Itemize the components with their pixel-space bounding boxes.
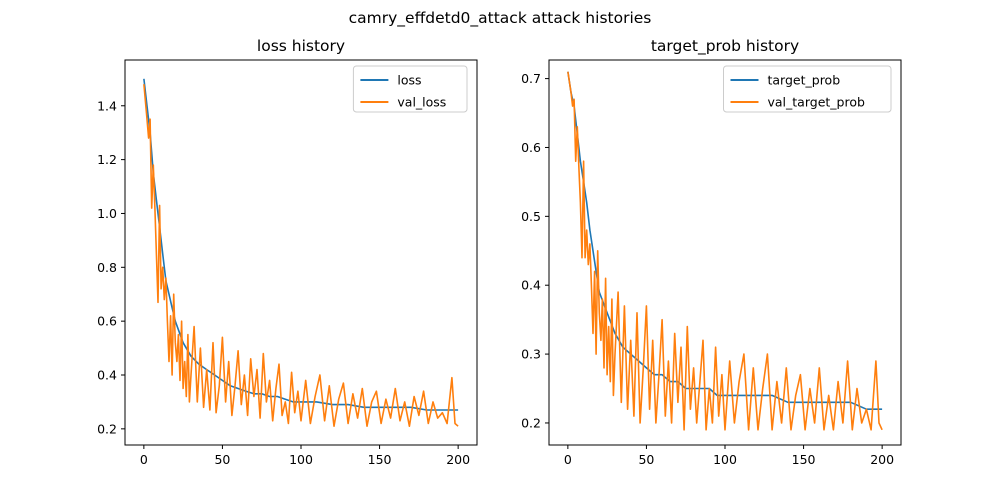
legend-label-target_prob: target_prob: [768, 73, 841, 88]
y-tick-label: 0.7: [521, 71, 541, 86]
legend-box: [723, 65, 892, 113]
legend-label-val_loss: val_loss: [397, 95, 446, 110]
y-tick-label: 0.4: [97, 368, 117, 383]
chart-title: target_prob history: [651, 37, 799, 56]
x-tick-label: 200: [870, 452, 894, 467]
series-line-loss: [143, 78, 459, 411]
series-line-val_loss: [143, 84, 459, 428]
legend-label-val_target_prob: val_target_prob: [768, 95, 865, 110]
x-tick-label: 50: [214, 452, 230, 467]
x-tick-label: 100: [713, 452, 737, 467]
legend-box: [352, 65, 468, 113]
y-tick-label: 0.3: [521, 347, 541, 362]
y-tick-label: 0.2: [97, 421, 117, 436]
y-tick-label: 0.6: [521, 140, 541, 155]
y-tick-label: 0.2: [521, 415, 541, 430]
chart-1: loss history 0 50 100 150 200 0.2 0.4 0.6 0.8 1.0 1…: [97, 37, 478, 467]
x-tick-label: 150: [792, 452, 816, 467]
x-tick-label: 0: [140, 452, 148, 467]
y-tick-label: 0.4: [521, 278, 541, 293]
x-tick-label: 0: [564, 452, 572, 467]
x-tick-label: 150: [368, 452, 392, 467]
y-tick-label: 0.6: [97, 314, 117, 329]
legend-label-loss: loss: [397, 73, 421, 88]
x-tick-label: 200: [446, 452, 470, 467]
y-tick-label: 1.0: [97, 206, 117, 221]
legend: loss val_loss: [352, 65, 468, 113]
y-tick-label: 0.5: [521, 209, 541, 224]
chart-title: loss history: [257, 37, 345, 55]
y-tick-label: 0.8: [97, 260, 117, 275]
chart-2: target_prob history 0 50 100 150 200 0.2 0.3 0.4…: [521, 37, 902, 467]
x-tick-label: 50: [638, 452, 654, 467]
axes-frame: [124, 59, 478, 446]
legend: target_prob val_target_prob: [723, 65, 892, 113]
axes-frame: [548, 59, 902, 446]
y-tick-label: 1.4: [97, 98, 117, 113]
figure-suptitle: camry_effdetd0_attack attack histories: [349, 9, 652, 28]
series-line-target_prob: [567, 71, 883, 411]
x-tick-label: 100: [289, 452, 313, 467]
series-line-val_target_prob: [567, 71, 883, 431]
y-tick-label: 1.2: [97, 152, 117, 167]
